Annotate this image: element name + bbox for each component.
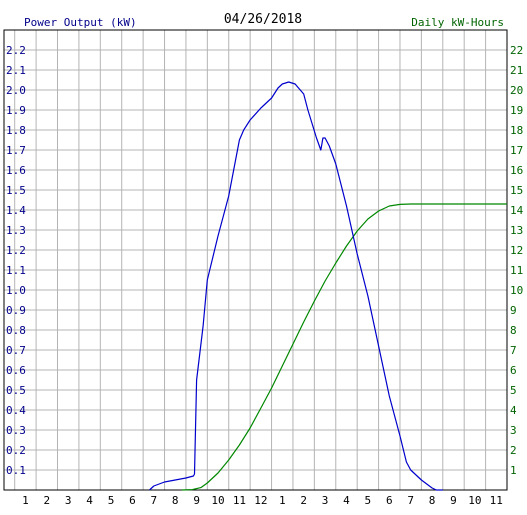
x-tick-label: 3 [322,494,329,507]
chart-date-title: 04/26/2018 [224,12,302,27]
x-tick-label: 8 [172,494,179,507]
x-tick-label: 9 [193,494,200,507]
left-axis-title: Power Output (kW) [24,16,137,29]
left-tick-label: 0.9 [6,304,26,317]
x-tick-label: 2 [43,494,50,507]
left-tick-label: 0.4 [6,404,26,417]
left-tick-label: 1.8 [6,124,26,137]
right-tick-label: 21 [510,64,523,77]
left-tick-label: 1.5 [6,184,26,197]
power-output-line [149,81,443,491]
right-tick-label: 4 [510,404,517,417]
right-tick-label: 16 [510,164,523,177]
left-tick-label: 0.7 [6,344,26,357]
x-tick-label: 4 [343,494,350,507]
right-tick-label: 20 [510,84,523,97]
left-tick-label: 0.1 [6,464,26,477]
right-tick-label: 17 [510,144,523,157]
daily-kwh-line [181,203,507,491]
x-tick-label: 6 [129,494,136,507]
right-tick-label: 9 [510,304,517,317]
x-tick-label: 8 [429,494,436,507]
right-tick-label: 7 [510,344,517,357]
left-tick-label: 1.6 [6,164,26,177]
x-tick-label: 5 [108,494,115,507]
left-tick-label: 0.3 [6,424,26,437]
right-tick-label: 19 [510,104,523,117]
right-tick-label: 15 [510,184,523,197]
left-tick-label: 1.9 [6,104,26,117]
right-tick-label: 13 [510,224,523,237]
x-tick-label: 10 [211,494,224,507]
left-tick-label: 0.8 [6,324,26,337]
left-tick-label: 1.4 [6,204,26,217]
right-tick-label: 18 [510,124,523,137]
series-lines [149,81,507,491]
x-tick-label: 12 [254,494,267,507]
grid-lines [4,30,507,490]
right-tick-label: 1 [510,464,517,477]
x-axis-ticks: 1 2 3 4 5 6 7 8 9 10 11 12 1 2 3 4 5 6 7 8 9 10 11 [22,494,503,507]
x-tick-label: 1 [279,494,286,507]
x-tick-label: 7 [151,494,158,507]
right-tick-label: 5 [510,384,517,397]
x-tick-label: 1 [22,494,29,507]
x-tick-label: 2 [300,494,307,507]
left-tick-label: 2.1 [6,64,26,77]
x-tick-label: 6 [386,494,393,507]
x-tick-label: 5 [365,494,372,507]
plot-background [4,30,507,490]
x-tick-label: 11 [233,494,246,507]
left-tick-label: 1.7 [6,144,26,157]
left-tick-label: 1.2 [6,244,26,257]
left-tick-label: 1.0 [6,284,26,297]
left-tick-label: 2.2 [6,44,26,57]
left-tick-label: 0.2 [6,444,26,457]
right-tick-label: 3 [510,424,517,437]
x-tick-label: 7 [407,494,414,507]
right-tick-label: 22 [510,44,523,57]
left-tick-label: 2.0 [6,84,26,97]
left-tick-label: 1.3 [6,224,26,237]
right-tick-label: 12 [510,244,523,257]
left-tick-label: 0.6 [6,364,26,377]
right-tick-label: 10 [510,284,523,297]
right-tick-label: 6 [510,364,517,377]
left-axis-ticks: 0.1 0.2 0.3 0.4 0.5 0.6 0.7 0.8 0.9 1.0 1.1 1.2 1.3 1… [6,44,26,477]
plot-frame [3,29,508,491]
right-tick-label: 14 [510,204,524,217]
right-tick-label: 2 [510,444,517,457]
left-tick-label: 0.5 [6,384,26,397]
x-tick-label: 10 [468,494,481,507]
x-tick-label: 11 [490,494,503,507]
left-tick-label: 1.1 [6,264,26,277]
right-axis-title: Daily kW-Hours [411,16,504,29]
right-tick-label: 11 [510,264,523,277]
right-tick-label: 8 [510,324,517,337]
x-tick-label: 4 [86,494,93,507]
x-tick-label: 9 [450,494,457,507]
x-tick-label: 3 [65,494,72,507]
